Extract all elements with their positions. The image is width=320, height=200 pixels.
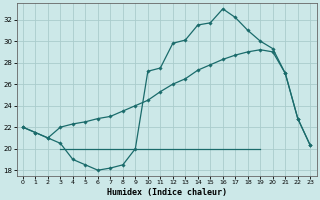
X-axis label: Humidex (Indice chaleur): Humidex (Indice chaleur) bbox=[107, 188, 227, 197]
